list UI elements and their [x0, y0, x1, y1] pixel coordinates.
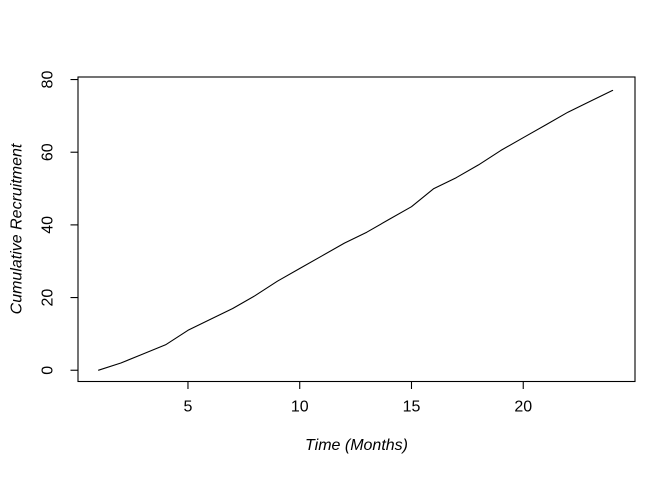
- x-tick-label: 10: [291, 399, 309, 416]
- x-tick-label: 5: [184, 399, 193, 416]
- plot-border-box: [77, 76, 636, 383]
- y-tick-label: 40: [40, 216, 57, 234]
- x-tick-label: 15: [403, 399, 421, 416]
- y-tick-label: 80: [40, 71, 57, 89]
- y-tick-label: 0: [40, 366, 57, 375]
- y-axis-ticks: 0 20 40 60 80: [40, 71, 78, 375]
- y-tick-label: 20: [40, 289, 57, 307]
- y-axis-title: Cumulative Recruitment: [9, 143, 26, 314]
- x-tick-label: 20: [514, 399, 532, 416]
- x-axis-title: Time (Months): [305, 437, 408, 454]
- y-tick-label: 60: [40, 143, 57, 161]
- x-axis-ticks: 5 10 15 20: [184, 381, 532, 416]
- cumulative-recruitment-line: [98, 89, 614, 371]
